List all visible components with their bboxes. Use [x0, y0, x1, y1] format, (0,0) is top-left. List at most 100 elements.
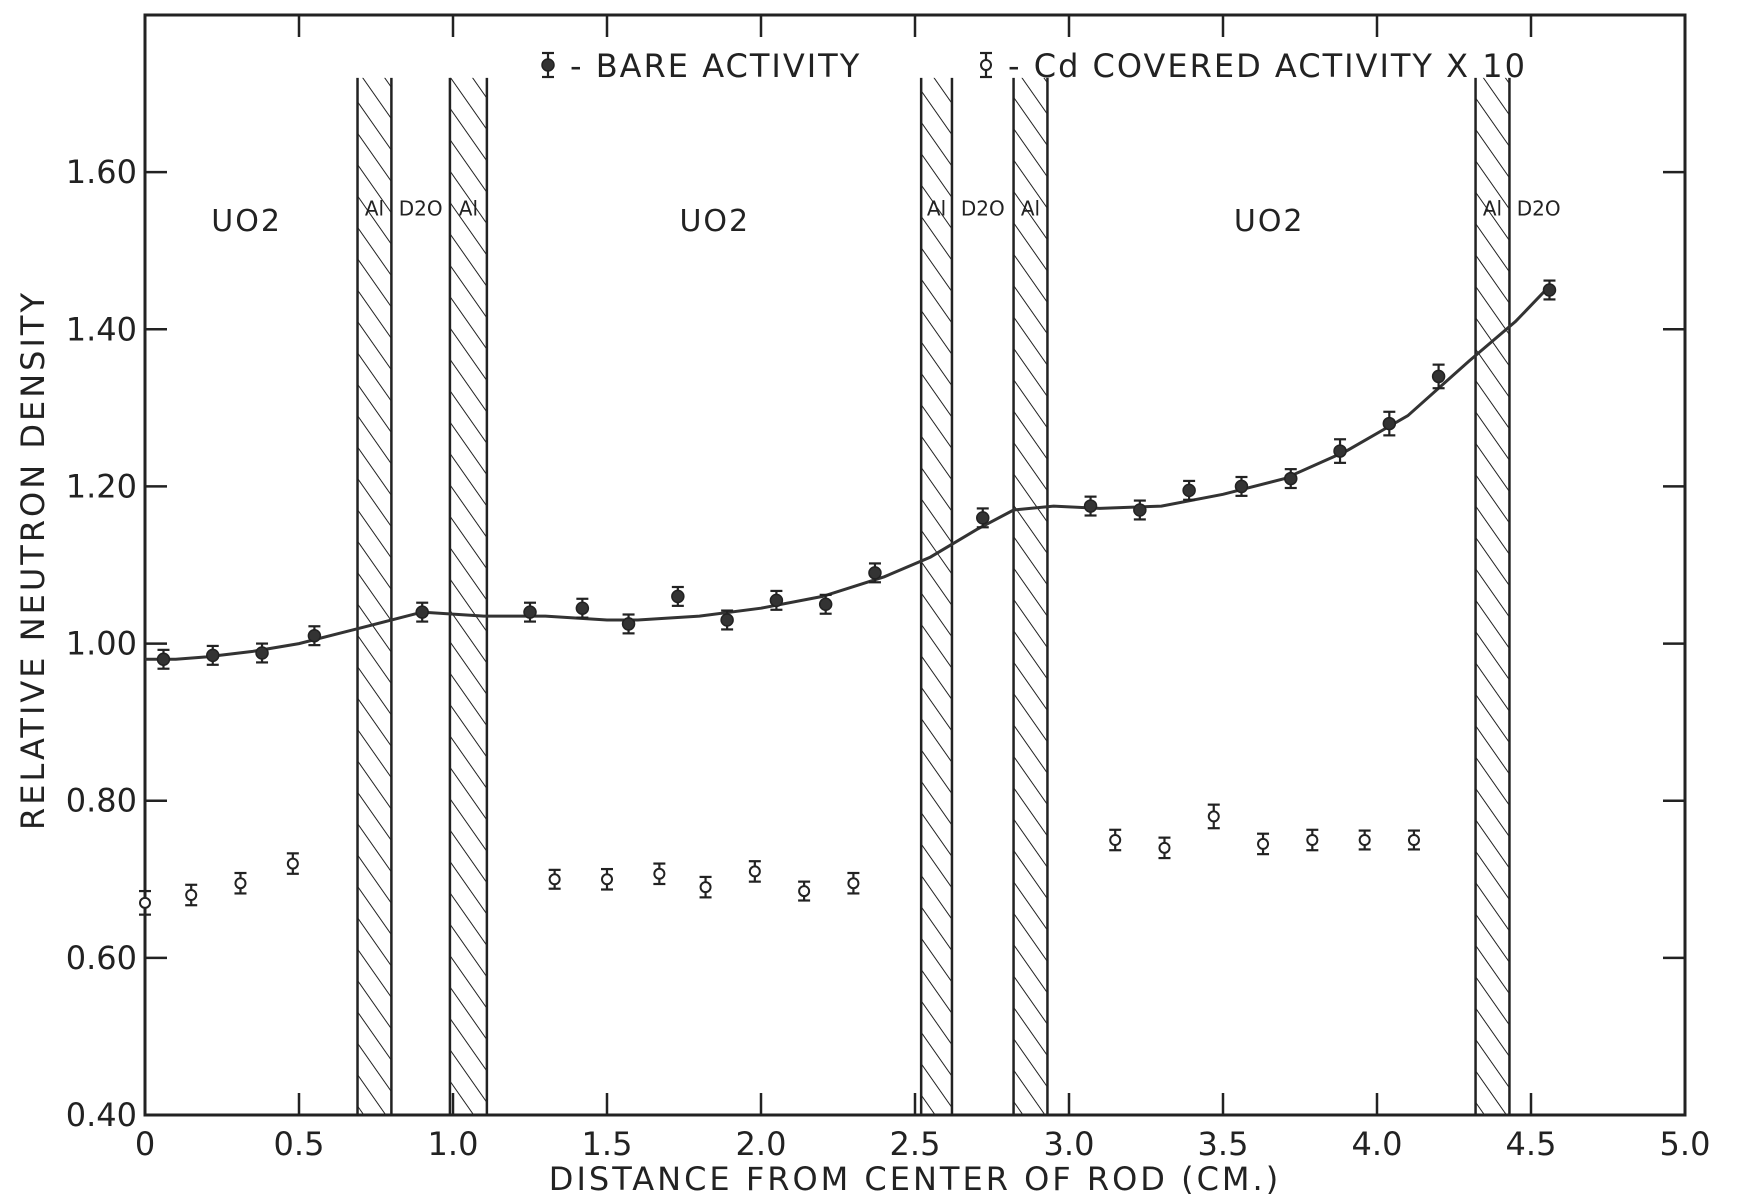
bare-point-1 [206, 644, 220, 666]
bare-point-15 [1133, 499, 1147, 521]
bare-point-7 [621, 613, 636, 635]
x-tick-label-3: 1.5 [582, 1125, 633, 1163]
bare-point-0-marker [156, 652, 171, 667]
x-tick-label-6: 3.0 [1044, 1125, 1095, 1163]
region-label-2: UO2 [1234, 204, 1305, 239]
y-tick-label-5: 1.40 [66, 310, 137, 348]
bare-point-4-marker [415, 605, 429, 619]
bare-point-9-marker [720, 613, 734, 627]
bare-point-22-marker [1542, 283, 1557, 297]
y-tick-label-4: 1.20 [66, 467, 137, 505]
bare-point-19-marker [1333, 444, 1347, 458]
y-tick-label-1: 0.60 [66, 939, 137, 977]
fit-curve [145, 285, 1551, 661]
cd-point-9-marker [798, 885, 811, 898]
legend-label-cd-covered: - Cd COVERED ACTIVITY X 10 [1008, 47, 1527, 85]
bare-point-18 [1284, 468, 1298, 490]
bare-point-3-marker [307, 628, 322, 643]
x-tick-label-4: 2.0 [736, 1125, 787, 1163]
cd-point-4-marker [548, 873, 561, 886]
bare-point-18-marker [1284, 471, 1298, 486]
layer-label-0: Al [365, 196, 384, 220]
cd-point-3 [286, 852, 299, 875]
bare-point-8 [671, 585, 685, 607]
y-tick-label-0: 0.40 [66, 1096, 137, 1134]
bare-point-10 [769, 589, 784, 611]
bare-point-14 [1083, 495, 1098, 517]
region-label-1: UO2 [679, 204, 750, 239]
bare-point-6 [575, 597, 590, 619]
bare-point-4 [415, 601, 429, 623]
bare-point-20-marker [1382, 416, 1397, 431]
bare-point-3 [307, 625, 322, 647]
cd-point-7 [699, 875, 712, 899]
data-points [139, 279, 1557, 916]
layer-label-3: Al [927, 196, 946, 220]
cd-point-13-marker [1207, 810, 1220, 823]
bare-point-5-marker [523, 605, 537, 619]
legend-item-bare: - BARE ACTIVITY [541, 47, 861, 85]
bare-point-10-marker [769, 593, 784, 608]
legend-marker-cd [980, 51, 992, 79]
cd-point-15-marker [1306, 834, 1319, 846]
cd-point-4 [548, 868, 561, 890]
bare-point-13-marker [976, 511, 990, 525]
y-axis-tick-labels: 0.40 0.60 0.80 1.00 1.20 1.40 1.60 [66, 153, 137, 1134]
cd-point-5-marker [601, 873, 613, 886]
cd-point-12-marker [1158, 841, 1171, 854]
legend-marker-cd-marker [980, 59, 992, 71]
cd-point-14-marker [1257, 837, 1270, 850]
axis-ticks [143, 15, 1687, 1117]
legend-marker-bare-marker [541, 58, 555, 72]
cd-point-14 [1257, 832, 1270, 856]
bare-point-12-marker [868, 566, 882, 580]
cd-point-0 [139, 889, 151, 916]
region-labels: UO2 UO2 UO2 [211, 204, 1305, 239]
bare-point-0 [156, 648, 171, 670]
bare-point-8-marker [671, 589, 685, 604]
layer-band-5 [1013, 77, 1048, 1115]
cd-point-2-marker [234, 877, 247, 890]
layer-label-1: D2O [399, 196, 443, 220]
bare-point-11 [818, 593, 833, 615]
cd-point-6-marker [653, 867, 666, 880]
cd-point-11 [1109, 828, 1122, 852]
bare-point-16-marker [1182, 483, 1196, 498]
cd-point-16-marker [1358, 834, 1371, 846]
bare-point-11-marker [818, 597, 833, 612]
cd-point-8-marker [748, 865, 761, 878]
bare-point-2 [255, 642, 269, 664]
legend-marker-filled [541, 51, 555, 79]
layer-label-7: D2O [1517, 196, 1561, 220]
layer-label-2: Al [459, 196, 478, 220]
legend: - BARE ACTIVITY - Cd COVERED ACTIVITY X … [541, 47, 1527, 85]
bare-point-13 [976, 507, 990, 529]
legend-label-bare: - BARE ACTIVITY [570, 47, 861, 85]
cd-point-12 [1158, 836, 1171, 860]
layer-band-3 [921, 77, 952, 1115]
bare-point-22 [1542, 279, 1557, 301]
bare-point-5 [523, 601, 537, 623]
y-tick-label-6: 1.60 [66, 153, 137, 191]
bare-point-20 [1382, 410, 1397, 437]
cd-point-2 [234, 871, 247, 895]
x-tick-label-8: 4.0 [1352, 1125, 1403, 1163]
cd-point-11-marker [1109, 834, 1122, 846]
region-label-0: UO2 [211, 204, 282, 239]
x-axis-tick-labels: 0 0.5 1.0 1.5 2.0 2.5 3.0 3.5 4.0 4.5 5.0 [135, 1125, 1711, 1163]
x-tick-label-2: 1.0 [428, 1125, 479, 1163]
layer-label-5: Al [1021, 196, 1040, 220]
cd-point-5 [601, 867, 613, 891]
x-tick-label-5: 2.5 [890, 1125, 941, 1163]
cd-point-6 [653, 862, 666, 886]
legend-marker-open [980, 51, 992, 79]
bare-point-1-marker [206, 648, 220, 663]
cd-point-7-marker [699, 881, 712, 894]
layer-label-4: D2O [961, 196, 1005, 220]
layer-label-6: Al [1483, 196, 1502, 220]
cd-point-10-marker [847, 877, 860, 890]
x-tick-label-1: 0.5 [274, 1125, 325, 1163]
cd-point-10 [847, 871, 860, 895]
cd-point-1 [185, 883, 198, 907]
